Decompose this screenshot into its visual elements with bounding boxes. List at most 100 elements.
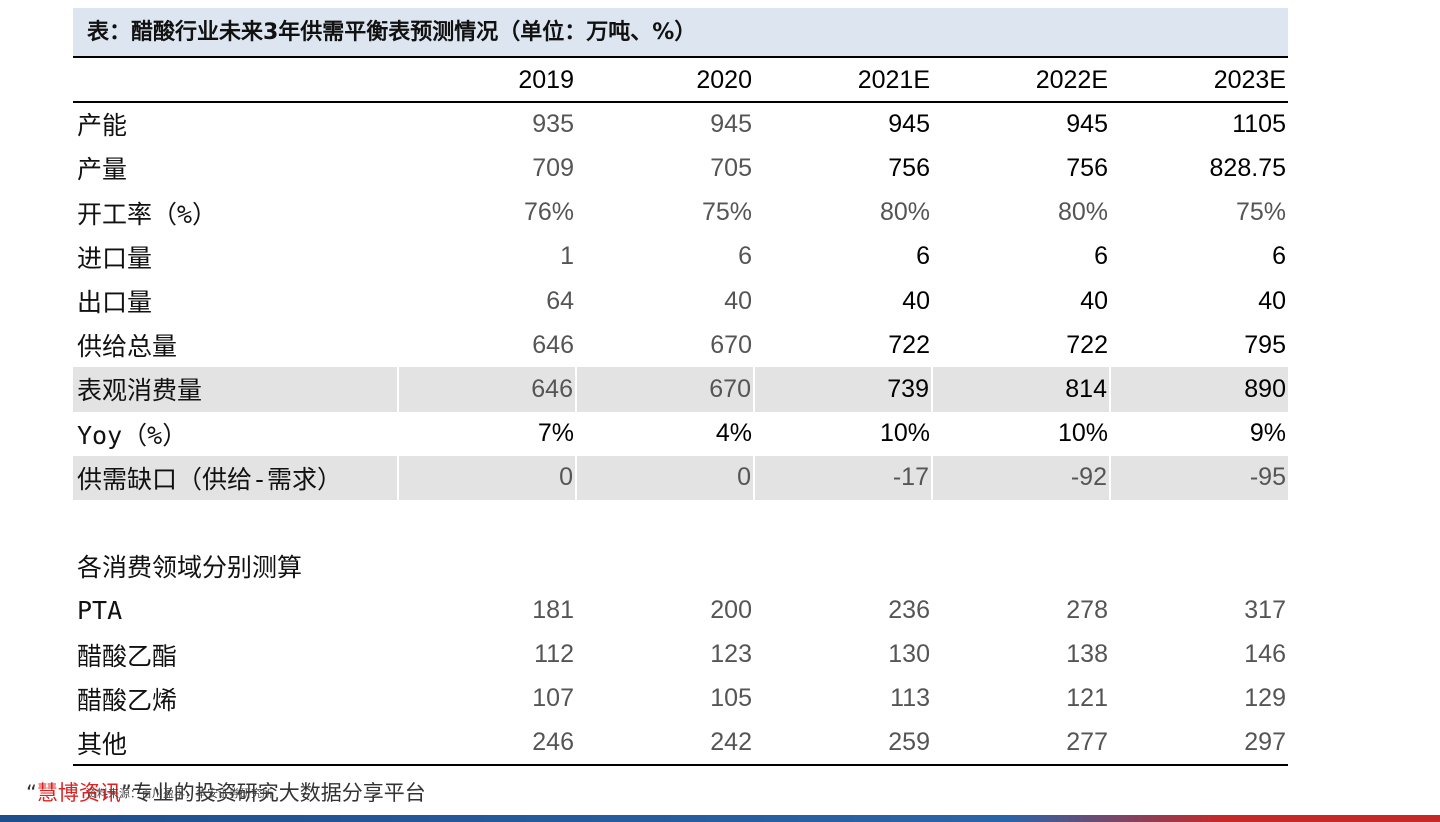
table-cell: 756 bbox=[1066, 153, 1108, 182]
table-cell: 75% bbox=[701, 198, 752, 227]
table-cell: 107 bbox=[532, 684, 574, 713]
table-row-total-supply: 供给总量 646 670 722 722 795 bbox=[73, 323, 1288, 367]
table-cell: 670 bbox=[710, 330, 752, 359]
table-cell: 259 bbox=[888, 728, 930, 757]
header-label-cell bbox=[73, 58, 398, 102]
column-header: 2021E bbox=[857, 65, 930, 94]
table-cell: 40 bbox=[1258, 286, 1286, 315]
bottom-color-band bbox=[0, 815, 1440, 822]
header-row: 2019 2020 2021E 2022E 2023E bbox=[73, 58, 1288, 102]
table-cell: 76% bbox=[523, 198, 574, 227]
table-cell: 146 bbox=[1244, 640, 1286, 669]
table-cell: 4% bbox=[715, 419, 752, 448]
table-cell: 722 bbox=[1066, 330, 1108, 359]
table-cell: 945 bbox=[888, 109, 930, 138]
table-cell: 121 bbox=[1066, 684, 1108, 713]
table-cell: 890 bbox=[1109, 367, 1288, 412]
table-cell: 795 bbox=[1244, 330, 1286, 359]
table-cell: 9% bbox=[1249, 419, 1286, 448]
supply-demand-table: 2019 2020 2021E 2022E 2023E 产能 935 945 9… bbox=[73, 58, 1288, 765]
table-cell: 709 bbox=[532, 153, 574, 182]
column-header: 2019 bbox=[518, 65, 574, 94]
table-cell: 6 bbox=[916, 242, 930, 271]
row-label: 醋酸乙烯 bbox=[77, 685, 178, 715]
table-cell: 317 bbox=[1244, 595, 1286, 624]
table-cell: 246 bbox=[532, 728, 574, 757]
table-cell: 277 bbox=[1066, 728, 1108, 757]
table-cell: 10% bbox=[1057, 419, 1108, 448]
table-cell: 6 bbox=[1272, 242, 1286, 271]
table-cell: 181 bbox=[532, 595, 574, 624]
table-row-segment-other: 其他 246 242 259 277 297 bbox=[73, 721, 1288, 765]
table-cell: 105 bbox=[710, 684, 752, 713]
column-header: 2023E bbox=[1213, 65, 1286, 94]
table-row-segment-ethyl-acetate: 醋酸乙酯 112 123 130 138 146 bbox=[73, 632, 1288, 676]
table-cell: 236 bbox=[888, 595, 930, 624]
table-cell: 935 bbox=[532, 109, 574, 138]
table-cell: 739 bbox=[753, 367, 932, 412]
table-cell: -17 bbox=[753, 455, 932, 500]
spacer-row bbox=[73, 500, 1288, 544]
table-cell: 138 bbox=[1066, 640, 1108, 669]
table-row-imports: 进口量 1 6 6 6 6 bbox=[73, 235, 1288, 279]
table-row-segment-pta: PTA 181 200 236 278 317 bbox=[73, 588, 1288, 632]
table-cell: 40 bbox=[902, 286, 930, 315]
table-cell: 297 bbox=[1244, 728, 1286, 757]
column-header: 2022E bbox=[1035, 65, 1108, 94]
table-cell: 0 bbox=[397, 455, 576, 500]
table-row-segment-vinyl-acetate: 醋酸乙烯 107 105 113 121 129 bbox=[73, 677, 1288, 721]
table-cell: 646 bbox=[397, 367, 576, 412]
table-cell: 828.75 bbox=[1209, 153, 1286, 182]
table-bottom-rule bbox=[73, 764, 1288, 766]
table-cell: 670 bbox=[575, 367, 754, 412]
header-bottom-rule bbox=[73, 101, 1288, 103]
table-cell: 1 bbox=[560, 242, 574, 271]
table-cell: 705 bbox=[710, 153, 752, 182]
row-label: 产能 bbox=[77, 111, 128, 141]
row-label: 供需缺口（供给-需求） bbox=[73, 455, 398, 500]
table-title: 表：醋酸行业未来3年供需平衡表预测情况（单位：万吨、%） bbox=[73, 8, 1288, 56]
table-cell: 10% bbox=[879, 419, 930, 448]
row-label: 出口量 bbox=[77, 288, 153, 318]
row-label: 供给总量 bbox=[77, 332, 178, 362]
table-cell: 945 bbox=[710, 109, 752, 138]
row-label: 醋酸乙酯 bbox=[77, 641, 178, 671]
row-label: PTA bbox=[77, 595, 123, 625]
header-top-rule bbox=[73, 56, 1288, 58]
table-row-exports: 出口量 64 40 40 40 40 bbox=[73, 279, 1288, 323]
table-cell: 40 bbox=[724, 286, 752, 315]
table-cell: 646 bbox=[532, 330, 574, 359]
table-cell: 0 bbox=[575, 455, 754, 500]
table-cell: 722 bbox=[888, 330, 930, 359]
table-row-yoy: Yoy（%） 7% 4% 10% 10% 9% bbox=[73, 412, 1288, 456]
table-cell: 130 bbox=[888, 640, 930, 669]
source-note: 资料来源：百川盈孚，华安证券研究所 bbox=[86, 787, 273, 800]
table-row-capacity: 产能 935 945 945 945 1105 bbox=[73, 102, 1288, 146]
table-cell: 40 bbox=[1080, 286, 1108, 315]
footer-open-quote: “ bbox=[26, 781, 37, 805]
table-cell: 64 bbox=[546, 286, 574, 315]
table-cell: -95 bbox=[1109, 455, 1288, 500]
row-label: Yoy（%） bbox=[77, 420, 188, 450]
table-cell: 278 bbox=[1066, 595, 1108, 624]
table-row-utilization: 开工率（%） 76% 75% 80% 80% 75% bbox=[73, 191, 1288, 235]
table-cell: 123 bbox=[710, 640, 752, 669]
footer-close-quote: ” bbox=[120, 781, 132, 805]
row-label: 其他 bbox=[77, 729, 128, 759]
table-cell: 6 bbox=[738, 242, 752, 271]
footer-slogan: 专业的投资研究大数据分享平台 bbox=[131, 781, 426, 805]
table-cell: 945 bbox=[1066, 109, 1108, 138]
table-row-supply-gap: 供需缺口（供给-需求） 0 0 -17 -92 -95 bbox=[73, 455, 1288, 500]
table-cell: 242 bbox=[710, 728, 752, 757]
table-cell: 80% bbox=[1057, 198, 1108, 227]
section-label-row: 各消费领域分别测算 bbox=[73, 544, 1288, 588]
table-row-apparent-consumption: 表观消费量 646 670 739 814 890 bbox=[73, 367, 1288, 412]
footer-brand[interactable]: 慧博资讯 bbox=[36, 781, 121, 805]
table-row-output: 产量 709 705 756 756 828.75 bbox=[73, 146, 1288, 190]
table-cell: 6 bbox=[1094, 242, 1108, 271]
table-cell: 756 bbox=[888, 153, 930, 182]
table-cell: 200 bbox=[710, 595, 752, 624]
table-cell: 113 bbox=[890, 684, 930, 713]
table-cell: 814 bbox=[931, 367, 1110, 412]
row-label: 表观消费量 bbox=[73, 367, 398, 412]
